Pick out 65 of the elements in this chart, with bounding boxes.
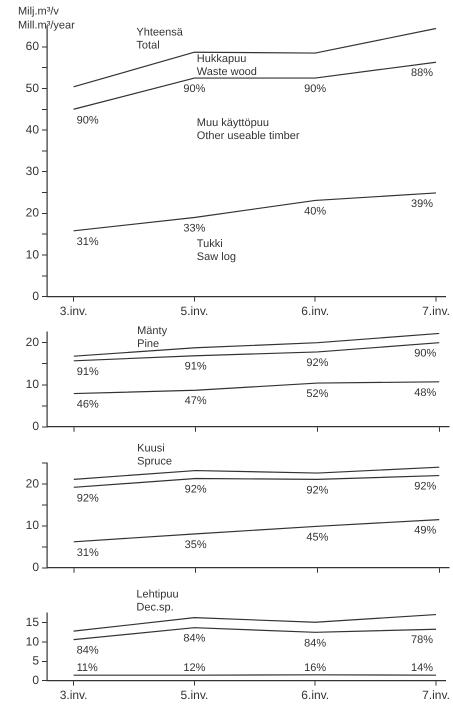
chart-title: Kuusi Spruce — [137, 442, 172, 468]
y-tick-label: 0 — [32, 419, 40, 434]
chart-title: Lehtipuu Dec.sp. — [136, 588, 179, 614]
annotation: 92% — [76, 492, 100, 504]
annotation: 90% — [76, 114, 99, 126]
y-tick-label: 10 — [26, 377, 40, 392]
y-tick-label: 15 — [26, 614, 40, 629]
annotation: 91% — [76, 366, 100, 378]
annotation: Tukki Saw log — [196, 238, 236, 263]
annotation: 31% — [76, 546, 100, 559]
annotation: Hukkapuu Waste wood — [196, 53, 257, 78]
annotation: 52% — [306, 388, 329, 400]
annotation: 92% — [306, 356, 329, 369]
annotation: 39% — [410, 198, 434, 210]
chart-title: Mänty Pine — [137, 325, 168, 350]
y-tick-label: 20 — [26, 335, 40, 350]
y-tick-label: 30 — [26, 164, 40, 178]
annotation: 14% — [410, 662, 434, 674]
annotation: 40% — [304, 205, 326, 218]
annotation: 35% — [184, 538, 207, 551]
annotation: 92% — [306, 484, 329, 496]
x-tick-label: 6.inv. — [301, 688, 330, 702]
annotation: 88% — [410, 67, 434, 80]
x-tick-label: 5.inv. — [180, 304, 208, 318]
annotation: 48% — [414, 386, 436, 399]
y-tick-label: 50 — [26, 80, 40, 95]
y-tick-label: 10 — [26, 247, 40, 262]
annotation: 49% — [414, 524, 436, 537]
annotation: 84% — [183, 632, 206, 645]
y-tick-label: 60 — [26, 39, 40, 54]
x-tick-label: 3.inv. — [60, 304, 88, 318]
annotation: 91% — [184, 360, 207, 373]
annotation: 12% — [183, 662, 206, 674]
annotation: 84% — [76, 644, 99, 657]
annotation: 92% — [184, 484, 207, 496]
annotation: 92% — [414, 480, 436, 493]
annotation: 11% — [76, 662, 98, 674]
annotation: 90% — [183, 83, 206, 96]
y-tick-label: 5 — [32, 654, 40, 668]
annotation: 90% — [414, 348, 436, 360]
y-axis-title: Milj.m³/v Mill.m³/year — [18, 6, 76, 32]
x-tick-label: 5.inv. — [180, 688, 208, 702]
annotation: 16% — [304, 662, 326, 674]
y-tick-label: 0 — [32, 672, 40, 687]
y-tick-label: 0 — [32, 288, 40, 303]
annotation: Yhteensä Total — [136, 26, 184, 52]
annotation: 33% — [183, 222, 206, 234]
y-tick-label: 20 — [26, 476, 40, 490]
x-tick-label: 7.inv. — [422, 688, 450, 702]
annotation: 84% — [304, 637, 326, 650]
annotation: Muu käyttöpuu Other useable timber — [196, 117, 300, 142]
annotation: 31% — [76, 236, 99, 248]
y-tick-label: 40 — [26, 122, 40, 136]
y-tick-label: 10 — [26, 518, 40, 532]
x-tick-label: 3.inv. — [60, 688, 88, 702]
x-tick-label: 7.inv. — [422, 304, 450, 318]
annotation: 90% — [304, 83, 326, 96]
annotation: 46% — [76, 398, 100, 411]
annotation: 45% — [306, 531, 329, 544]
y-tick-label: 20 — [26, 206, 40, 220]
annotation: 47% — [184, 395, 207, 408]
y-tick-label: 0 — [32, 560, 40, 574]
y-tick-label: 10 — [26, 634, 40, 648]
annotation: 78% — [410, 634, 434, 646]
x-tick-label: 6.inv. — [301, 304, 330, 318]
